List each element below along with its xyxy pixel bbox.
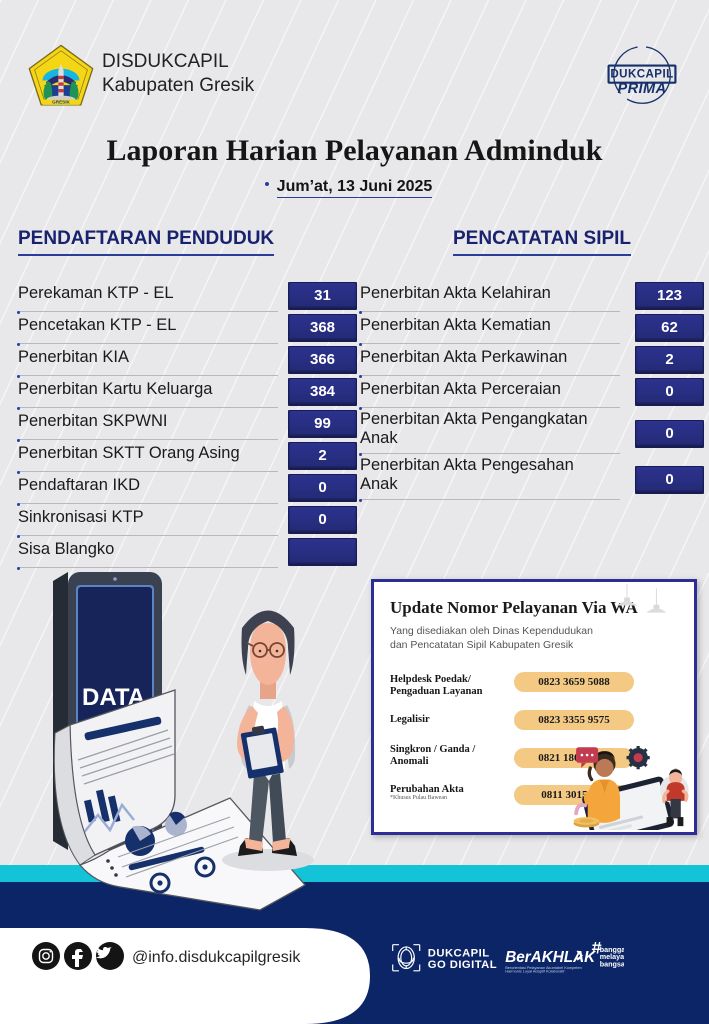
- svg-text:DUKCAPIL: DUKCAPIL: [610, 69, 673, 81]
- svg-text:Harmonis Loyal Adaptif Kolabor: Harmonis Loyal Adaptif Kolaboratif: [505, 969, 565, 974]
- svg-text:BerAKHLAK: BerAKHLAK: [505, 949, 596, 966]
- svg-text:@info.disdukcapilgresik: @info.disdukcapilgresik: [132, 949, 301, 966]
- svg-text:PRIMA: PRIMA: [617, 81, 666, 97]
- svg-text:DUKCAPIL: DUKCAPIL: [428, 947, 490, 959]
- svg-text:GRESIK: GRESIK: [52, 100, 70, 105]
- svg-text:GO DIGITAL: GO DIGITAL: [428, 959, 497, 971]
- svg-text:bangsa: bangsa: [600, 959, 624, 968]
